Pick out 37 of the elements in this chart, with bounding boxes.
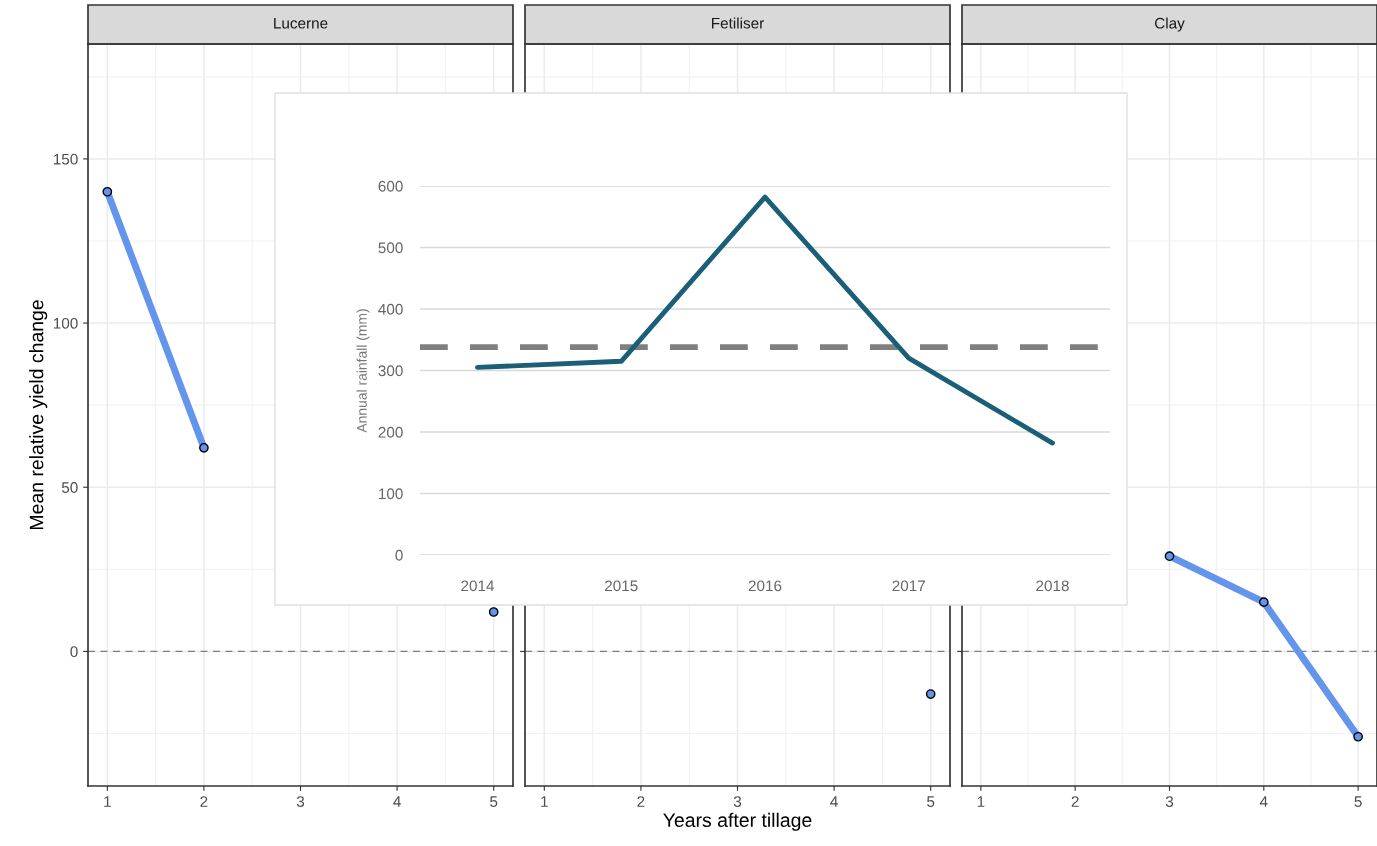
x-tick-label: 2014 [461,580,495,592]
y-tick-label: 200 [378,426,403,438]
y-tick-label: 400 [378,303,403,315]
x-tick-label: 1 [104,796,111,807]
chart-title: Clay [1154,17,1185,32]
y-tick-label: 100 [53,317,78,329]
x-tick-label: 3 [296,796,305,807]
x-tick-label: 1 [541,796,548,807]
x-tick-label: 3 [1165,796,1174,807]
x-tick-label: 2 [1071,796,1079,807]
x-tick-label: 1 [977,796,985,807]
chart-title: Lucerne [274,17,328,29]
x-tick-label: 2018 [1036,580,1069,592]
x-tick-label: 2 [200,796,208,807]
x-axis-title: Years after tillage [663,812,812,831]
x-tick-label: 4 [393,796,401,807]
y-tick-label: 600 [378,180,403,192]
x-tick-label: 2016 [748,580,782,592]
y-axis-title: Annual rainfall (mm) [356,309,370,433]
y-tick-label: 0 [395,549,403,561]
y-tick-label: 0 [70,646,78,658]
chart-title: Fetiliser [712,17,764,29]
y-tick-label: 500 [378,242,403,254]
x-tick-label: 2017 [892,580,925,592]
y-tick-label: 100 [379,488,403,500]
x-tick-label: 2015 [605,580,638,592]
x-tick-label: 4 [1259,796,1268,807]
x-tick-label: 5 [927,796,935,807]
x-tick-label: 4 [830,796,838,807]
y-tick-label: 50 [61,482,78,493]
y-tick-label: 300 [378,365,403,377]
y-tick-label: 150 [53,153,78,165]
x-tick-label: 5 [1354,796,1362,807]
x-tick-label: 3 [733,796,742,807]
x-tick-label: 5 [490,796,498,807]
x-tick-label: 2 [637,796,645,807]
y-axis-title: Mean relative yield change [29,300,48,530]
